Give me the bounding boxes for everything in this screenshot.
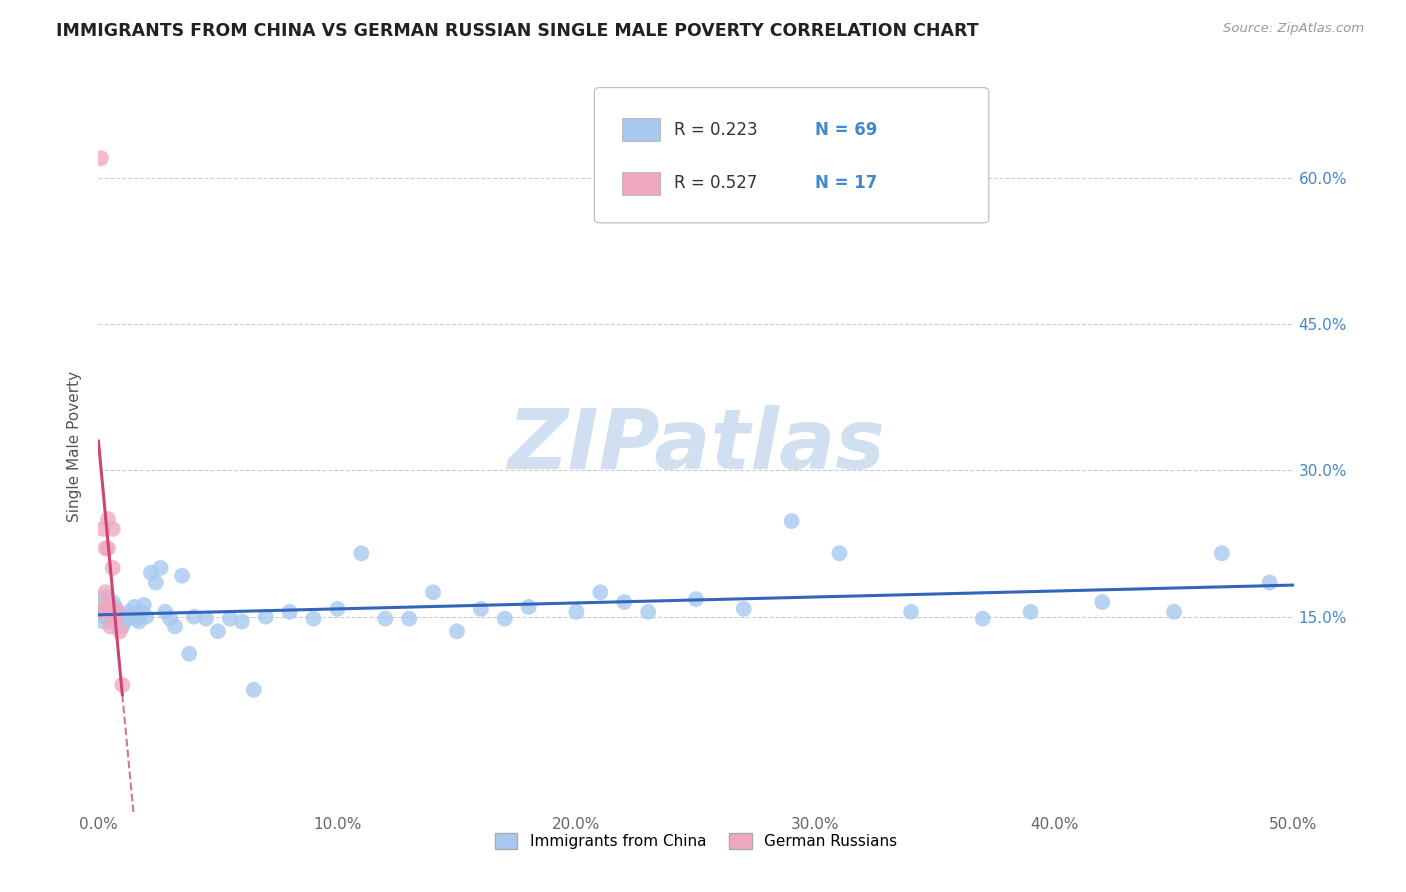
Point bbox=[98, 619, 122, 633]
Point bbox=[107, 605, 129, 619]
Point bbox=[422, 585, 444, 599]
Point bbox=[111, 678, 134, 692]
Point bbox=[91, 522, 114, 536]
Point bbox=[149, 561, 172, 575]
Point bbox=[1019, 605, 1042, 619]
Point bbox=[637, 605, 659, 619]
Point bbox=[94, 590, 117, 604]
Point bbox=[104, 599, 127, 614]
Point bbox=[91, 595, 114, 609]
Point bbox=[108, 624, 131, 639]
Point bbox=[111, 619, 134, 633]
Text: R = 0.223: R = 0.223 bbox=[675, 120, 758, 138]
Point bbox=[1091, 595, 1114, 609]
Point bbox=[115, 612, 138, 626]
Point bbox=[145, 575, 167, 590]
Point bbox=[179, 647, 201, 661]
Point bbox=[97, 512, 120, 526]
Point bbox=[94, 599, 117, 614]
Point bbox=[231, 615, 253, 629]
Point bbox=[114, 615, 136, 629]
FancyBboxPatch shape bbox=[621, 171, 661, 195]
Point bbox=[517, 599, 540, 614]
Point bbox=[94, 609, 117, 624]
Point bbox=[125, 612, 148, 626]
Point bbox=[124, 599, 146, 614]
Point bbox=[132, 598, 155, 612]
Point bbox=[159, 612, 181, 626]
Text: N = 69: N = 69 bbox=[815, 120, 877, 138]
Point bbox=[104, 612, 127, 626]
Point bbox=[589, 585, 612, 599]
Point bbox=[97, 605, 120, 619]
Point bbox=[155, 605, 177, 619]
Point bbox=[565, 605, 588, 619]
Point bbox=[254, 609, 277, 624]
Point bbox=[207, 624, 229, 639]
Point bbox=[398, 612, 420, 626]
Point bbox=[108, 609, 131, 624]
Point bbox=[121, 609, 143, 624]
Point bbox=[1258, 575, 1281, 590]
Point bbox=[195, 612, 218, 626]
Point bbox=[374, 612, 396, 626]
FancyBboxPatch shape bbox=[621, 118, 661, 141]
Point bbox=[446, 624, 468, 639]
Point bbox=[278, 605, 301, 619]
Point bbox=[104, 612, 127, 626]
Point bbox=[1211, 546, 1233, 560]
Point bbox=[98, 599, 122, 614]
Point bbox=[780, 514, 803, 528]
Point bbox=[98, 605, 122, 619]
Y-axis label: Single Male Poverty: Single Male Poverty bbox=[67, 370, 83, 522]
Point bbox=[101, 522, 124, 536]
Point bbox=[219, 612, 242, 626]
Legend: Immigrants from China, German Russians: Immigrants from China, German Russians bbox=[488, 827, 904, 855]
Point bbox=[90, 605, 112, 619]
Point bbox=[98, 599, 122, 614]
Point bbox=[243, 682, 266, 697]
Point bbox=[118, 605, 141, 619]
Text: N = 17: N = 17 bbox=[815, 175, 877, 193]
Point bbox=[101, 595, 124, 609]
Point bbox=[183, 609, 205, 624]
Point bbox=[101, 561, 124, 575]
Point bbox=[350, 546, 373, 560]
FancyBboxPatch shape bbox=[595, 87, 988, 223]
Point bbox=[139, 566, 162, 580]
Point bbox=[131, 605, 153, 619]
Text: ZIPatlas: ZIPatlas bbox=[508, 406, 884, 486]
Point bbox=[828, 546, 851, 560]
Point bbox=[172, 568, 194, 582]
Point bbox=[733, 602, 755, 616]
Point bbox=[128, 615, 150, 629]
Text: IMMIGRANTS FROM CHINA VS GERMAN RUSSIAN SINGLE MALE POVERTY CORRELATION CHART: IMMIGRANTS FROM CHINA VS GERMAN RUSSIAN … bbox=[56, 22, 979, 40]
Point bbox=[685, 592, 707, 607]
Point bbox=[494, 612, 516, 626]
Point bbox=[900, 605, 922, 619]
Point bbox=[326, 602, 349, 616]
Point bbox=[107, 615, 129, 629]
Point bbox=[972, 612, 994, 626]
Point bbox=[101, 605, 124, 619]
Point bbox=[613, 595, 636, 609]
Point bbox=[470, 602, 492, 616]
Text: Source: ZipAtlas.com: Source: ZipAtlas.com bbox=[1223, 22, 1364, 36]
Point bbox=[135, 609, 157, 624]
Point bbox=[91, 615, 114, 629]
Point bbox=[90, 151, 112, 165]
Point bbox=[97, 612, 120, 626]
Point bbox=[302, 612, 325, 626]
Point bbox=[1163, 605, 1185, 619]
Point bbox=[163, 619, 186, 633]
Point bbox=[107, 605, 129, 619]
Point bbox=[108, 612, 131, 626]
Point bbox=[91, 605, 114, 619]
Point bbox=[94, 541, 117, 556]
Point bbox=[94, 585, 117, 599]
Point bbox=[97, 541, 120, 556]
Text: R = 0.527: R = 0.527 bbox=[675, 175, 758, 193]
Point bbox=[98, 615, 122, 629]
